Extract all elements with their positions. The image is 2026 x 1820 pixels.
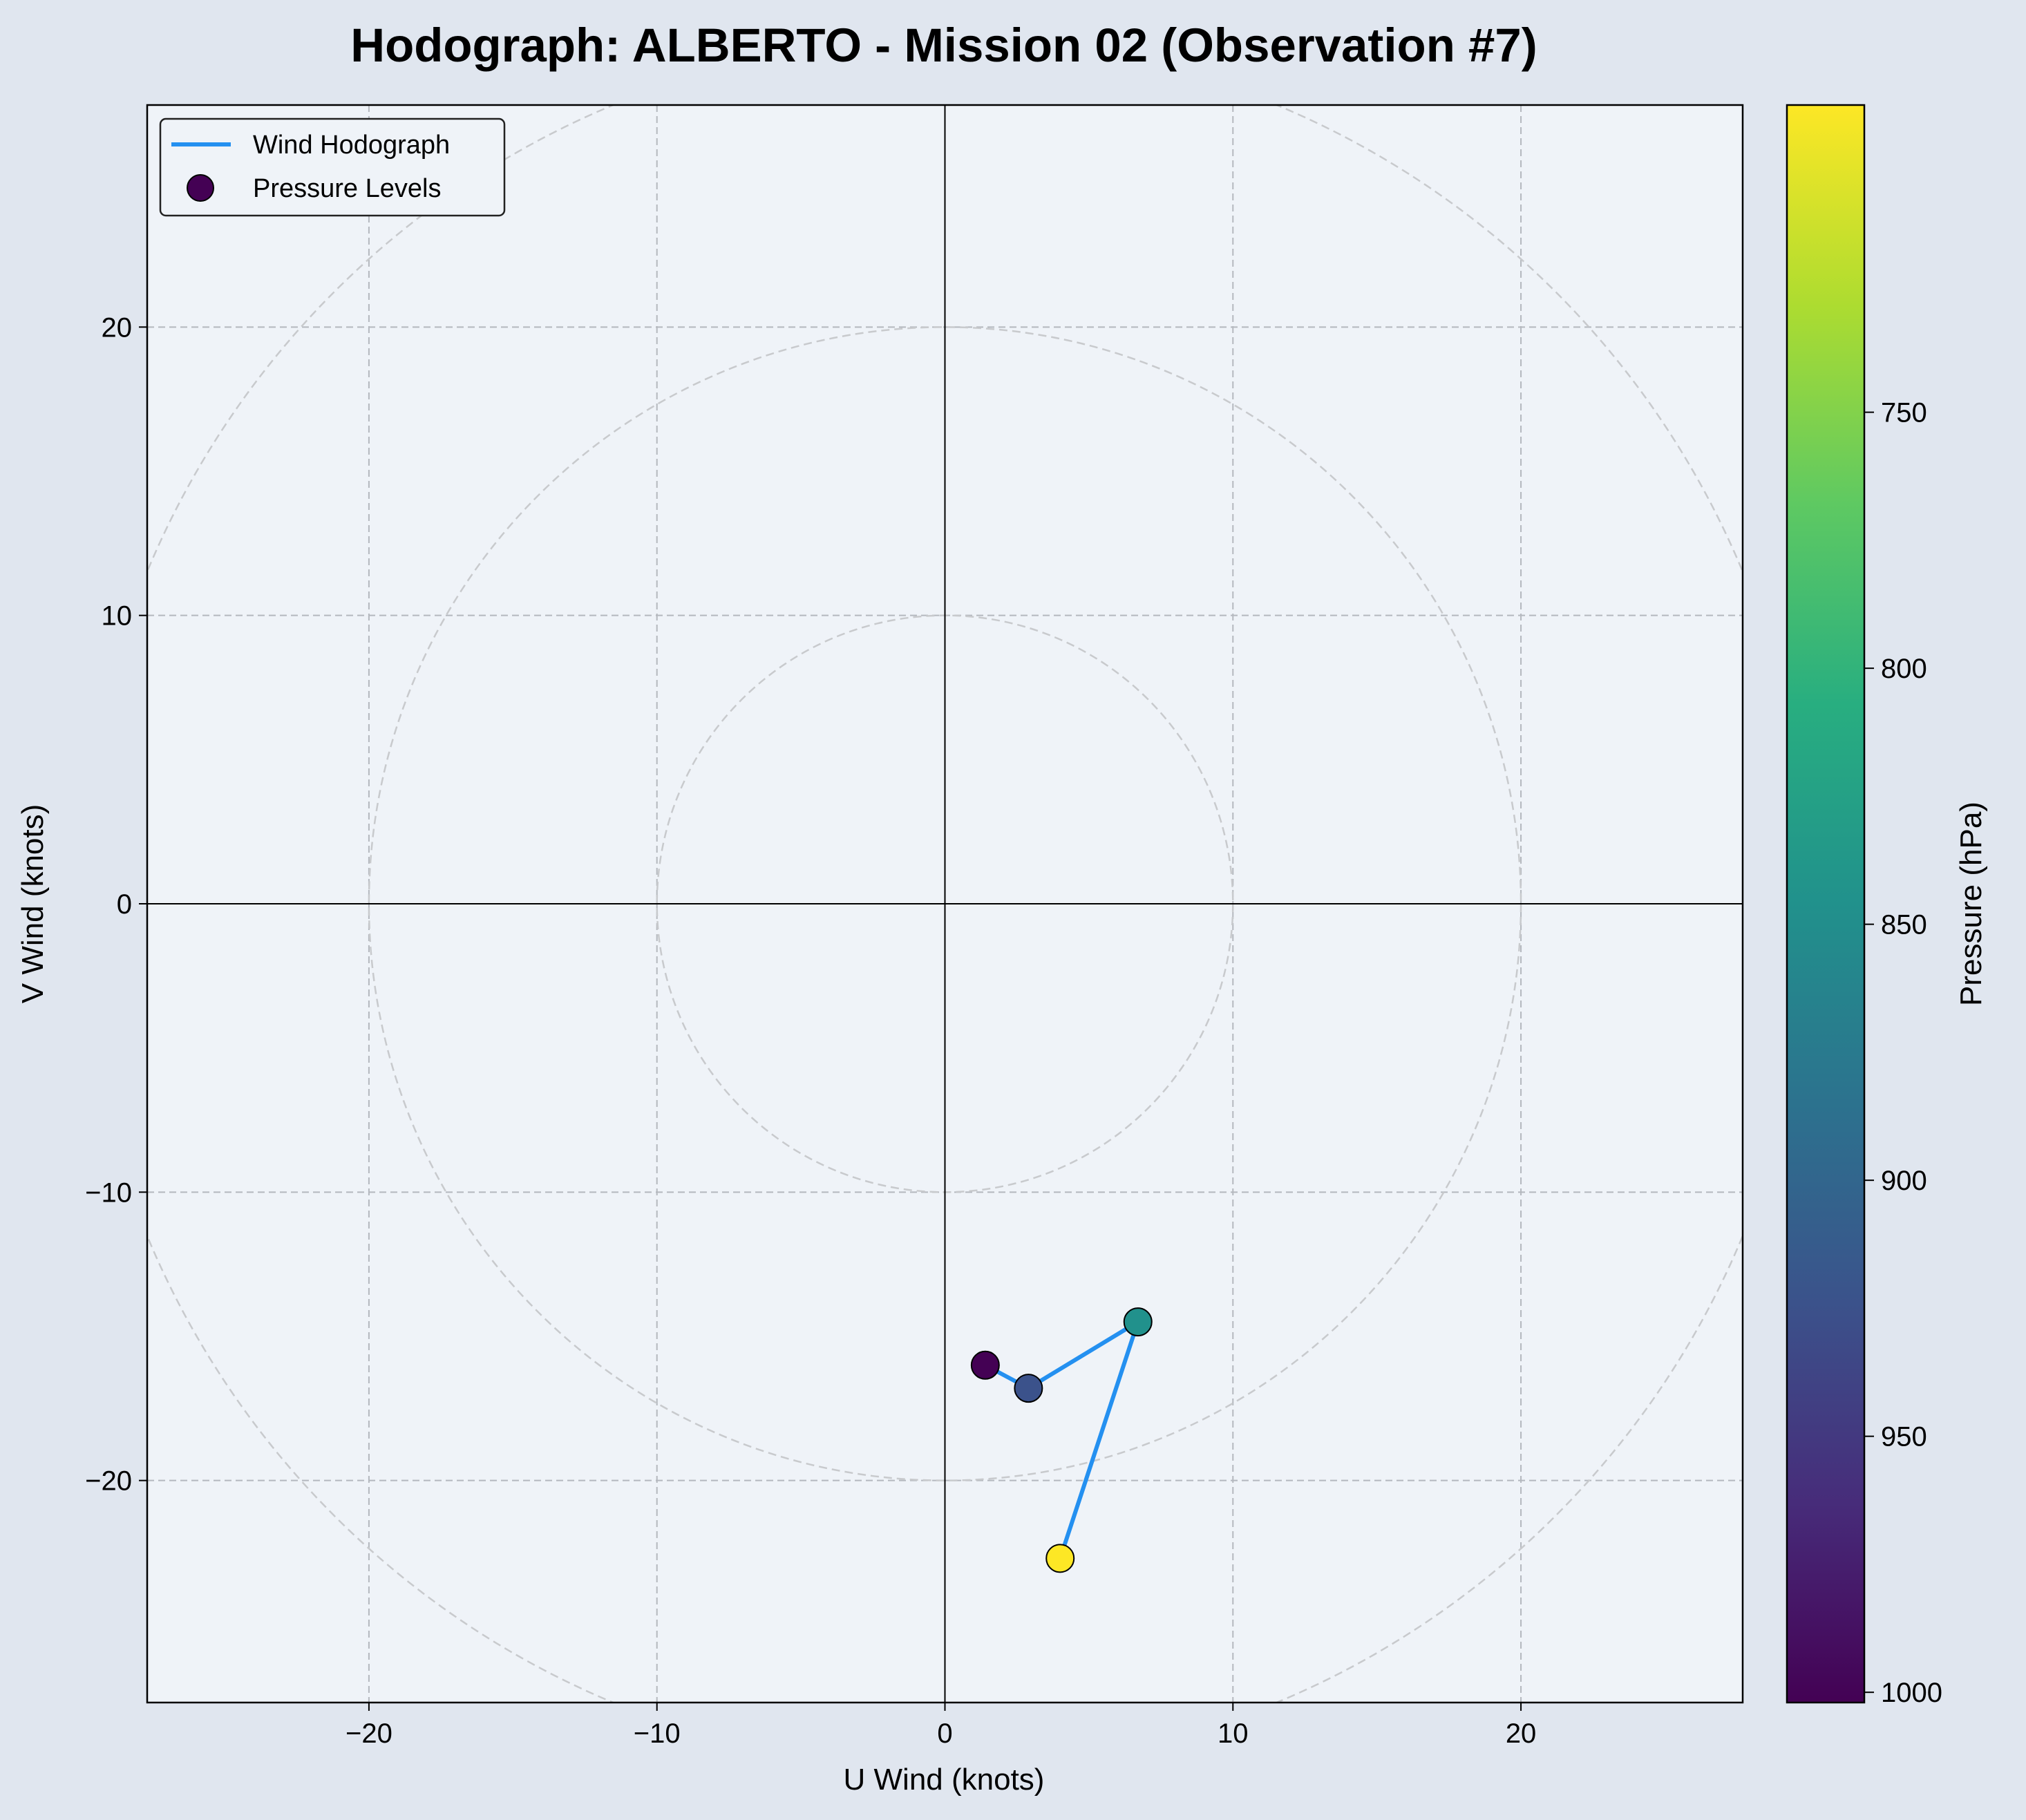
colorbar-tick-label: 1000	[1881, 1678, 1942, 1708]
colorbar-gradient	[1786, 104, 1866, 1704]
y-tick-label: −10	[85, 1177, 132, 1208]
legend-entry-wind-hodograph: Wind Hodograph	[253, 131, 450, 160]
wind-hodograph-line	[983, 1320, 1140, 1561]
pressure-level-point	[1123, 1307, 1153, 1337]
y-tick-label: 0	[117, 889, 132, 920]
y-axis-ticks: −20 −10 0 10 20	[85, 312, 147, 1497]
y-tick-label: 10	[102, 601, 133, 632]
x-axis-ticks: −20 −10 0 10 20	[345, 1703, 1536, 1749]
colorbar-tick-label: 750	[1881, 398, 1927, 428]
legend-box	[159, 117, 506, 217]
x-axis-label: U Wind (knots)	[844, 1763, 1045, 1797]
y-axis-label: V Wind (knots)	[16, 804, 50, 1004]
legend: Wind Hodograph Pressure Levels	[159, 117, 506, 217]
x-tick-label: 10	[1218, 1718, 1249, 1749]
y-tick-label: 20	[102, 312, 133, 343]
legend-marker-swatch	[187, 174, 214, 202]
colorbar-tick-label: 900	[1881, 1166, 1927, 1196]
x-tick-label: −20	[345, 1718, 392, 1749]
hodograph-series	[970, 1307, 1153, 1573]
legend-entry-pressure-levels: Pressure Levels	[253, 174, 441, 203]
chart-title: Hodograph: ALBERTO - Mission 02 (Observa…	[350, 19, 1537, 72]
x-tick-label: −10	[634, 1718, 681, 1749]
colorbar-ticks: 750 800 850 900 950 1000	[1864, 398, 1942, 1708]
y-tick-label: −20	[85, 1466, 132, 1497]
colorbar-tick-label: 800	[1881, 654, 1927, 684]
pressure-level-point	[1014, 1374, 1043, 1403]
zero-axes	[147, 105, 1743, 1703]
pressure-level-point	[970, 1350, 1000, 1380]
colorbar: 750 800 850 900 950 1000 Pressure (hPa)	[1786, 104, 1988, 1708]
colorbar-tick-label: 950	[1881, 1422, 1927, 1452]
pressure-level-point	[1045, 1544, 1075, 1573]
colorbar-tick-label: 850	[1881, 910, 1927, 940]
colorbar-label: Pressure (hPa)	[1954, 802, 1988, 1006]
x-tick-label: 20	[1506, 1718, 1537, 1749]
x-tick-label: 0	[937, 1718, 952, 1749]
